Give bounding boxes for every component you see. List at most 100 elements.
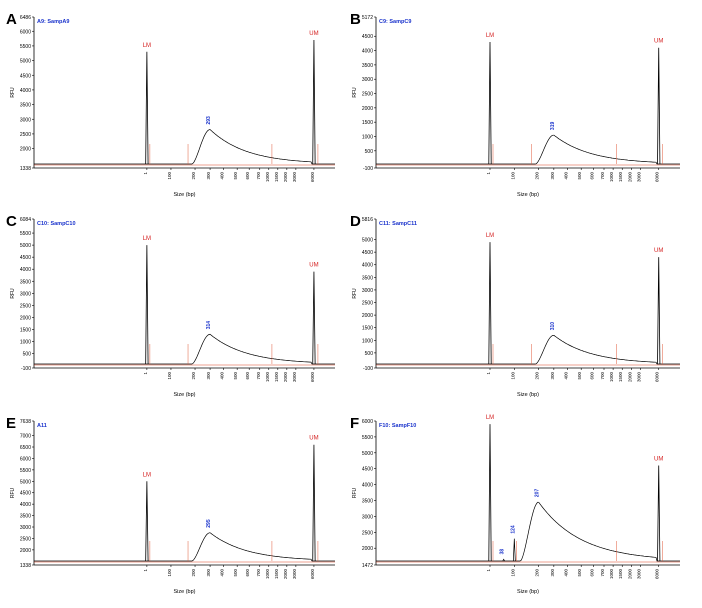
panel-c-ytick-label: 4000 <box>20 267 31 273</box>
panel-b-xtick-label: 500 <box>577 172 582 180</box>
panel-c-xtick-label: 1500 <box>274 372 279 383</box>
panel-d-ytick-label: 500 <box>365 351 374 357</box>
panel-b-xtick-label: 400 <box>564 172 569 180</box>
panel-f-xtick-label: 400 <box>564 569 569 577</box>
panel-e-xtick-label: 700 <box>256 569 261 577</box>
panel-f-ytick-label: 5500 <box>362 435 373 441</box>
panel-f-ytick-label: 3500 <box>362 499 373 505</box>
panel-f-xtick-label: 1500 <box>618 569 623 580</box>
panel-b-ytick-label: 500 <box>365 149 374 155</box>
panel-c-xtick-label: 100 <box>167 372 172 380</box>
panel-c-ytick-label: 5500 <box>20 231 31 237</box>
panel-a-xtick-label: 100 <box>167 172 172 180</box>
panel-d-xtick-label: 600 <box>589 372 594 380</box>
panel-b-ytick-label: 4500 <box>362 34 373 40</box>
panel-c-xtick-label: 300 <box>206 372 211 380</box>
panel-f-peak-minor <box>502 558 505 562</box>
panel-a-peak-lm <box>145 51 149 165</box>
panel-d-ylabel: RFU <box>352 288 358 299</box>
panel-c-ytick-label: 4500 <box>20 255 31 261</box>
panel-c-xtick-label: 400 <box>220 372 225 380</box>
panel-b-ylabel: RFU <box>352 87 358 98</box>
panel-c-ytick-label: 5000 <box>20 243 31 249</box>
panel-d-ytick-label: 1500 <box>362 326 373 332</box>
panel-d-ytick-label: 4000 <box>362 263 373 269</box>
panel-f-xtick-label: 1000 <box>609 569 614 580</box>
panel-b-xtick-label: 1500 <box>618 172 623 183</box>
panel-c-xtick-label: 1000 <box>265 372 270 383</box>
panel-b-title: C9: SampC9 <box>379 19 411 25</box>
panel-a-xtick-label: 1000 <box>265 172 270 183</box>
panel-e-ytick-label: 5500 <box>20 468 31 474</box>
panel-c-ytick-label: 500 <box>23 352 32 358</box>
panel-a-xtick-label: 600 <box>245 172 250 180</box>
panel-a-ytick-label: 1338 <box>20 166 31 172</box>
panel-c-peak-lm <box>145 245 149 365</box>
panel-f-letter: F <box>350 415 359 432</box>
panel-a-ytick-label: 4000 <box>20 88 31 94</box>
panel-e-ytick-label: 5000 <box>20 479 31 485</box>
panel-f-xtick-label: 700 <box>600 569 605 577</box>
panel-e-xtick-label: 400 <box>220 569 225 577</box>
panel-a-ytick-label: 4500 <box>20 73 31 79</box>
panel-d-ytick-label: 3500 <box>362 275 373 281</box>
panel-e-xtick-label: 6000 <box>310 569 315 580</box>
panel-f-ytick-label: 3000 <box>362 514 373 520</box>
panel-b-peak-lm <box>488 41 492 165</box>
panel-b-ytick-label: 1500 <box>362 120 373 126</box>
panel-e-ytick-label: 6000 <box>20 456 31 462</box>
panel-b-xtick-label: 1 <box>486 172 491 175</box>
panel-e-xtick-label: 3000 <box>292 569 297 580</box>
panel-d-xtick-label: 500 <box>577 372 582 380</box>
panel-a-xtick-label: 1500 <box>274 172 279 183</box>
panel-c-peak-label-um: UM <box>309 263 318 269</box>
panel-d-trace-smear <box>376 335 680 365</box>
panel-a-ytick-label: 5000 <box>20 59 31 65</box>
panel-a-ytick-label: 2000 <box>20 147 31 153</box>
panel-e-ytick-label: 4500 <box>20 491 31 497</box>
panel-f-peak-size-label: 124 <box>510 525 516 534</box>
panel-b-trace-smear <box>376 134 680 165</box>
panel-b-xtick-label: 2000 <box>627 172 632 183</box>
panel-f-xtick-label: 100 <box>510 569 515 577</box>
panel-c-xtick-label: 500 <box>233 372 238 380</box>
panel-f-xtick-label: 2000 <box>627 569 632 580</box>
panel-f-ytick-label: 4500 <box>362 467 373 473</box>
panel-e-xtick-label: 600 <box>245 569 250 577</box>
panel-e-title: A11 <box>37 423 47 429</box>
panel-f-peak-label-lm: LM <box>486 415 494 421</box>
panel-e-xtick-label: 1000 <box>265 569 270 580</box>
panel-c-letter: C <box>6 213 17 230</box>
panel-f-ytick-label: 5000 <box>362 451 373 457</box>
panel-e-peak-label-lm: LM <box>143 472 151 478</box>
panel-f-ytick-label: 6000 <box>362 419 373 425</box>
panel-f-peak-minor <box>512 538 516 562</box>
panel-e-peak-size-label: 295 <box>206 519 212 528</box>
panel-b-ytick-label: 3500 <box>362 63 373 69</box>
panel-d-xtick-label: 6000 <box>655 372 660 383</box>
panel-f-trace-smear <box>376 501 680 562</box>
panel-d-xtick-label: 3000 <box>636 372 641 383</box>
panel-c-xtick-label: 3000 <box>292 372 297 383</box>
panel-f-title: F10: SampF10 <box>379 423 416 429</box>
panel-b-xtick-label: 1000 <box>609 172 614 183</box>
panel-b-peak-size-label: 319 <box>550 122 556 131</box>
panel-b-xtick-label: 100 <box>510 172 515 180</box>
panel-c-xtick-label: 200 <box>191 372 196 380</box>
panel-f-ylabel: RFU <box>352 487 358 498</box>
panel-c-xtick-label: 700 <box>256 372 261 380</box>
panel-c-ytick-label: 3500 <box>20 279 31 285</box>
panel-a-xtick-label: 3000 <box>292 172 297 183</box>
panel-a-xlabel: Size (bp) <box>173 192 195 198</box>
panel-b-xtick-label: 6000 <box>655 172 660 183</box>
panel-b-ytick-label: 3000 <box>362 77 373 83</box>
panel-c-ytick-label: 3000 <box>20 291 31 297</box>
panel-d-xtick-label: 2000 <box>627 372 632 383</box>
panel-b-xtick-label: 200 <box>535 172 540 180</box>
panel-e-xtick-label: 200 <box>191 569 196 577</box>
panel-e-xtick-label: 500 <box>233 569 238 577</box>
panel-a-ytick-label: 6000 <box>20 29 31 35</box>
panel-a-ytick-label: 5500 <box>20 44 31 50</box>
panel-d-peak-size-label: 310 <box>550 322 556 331</box>
